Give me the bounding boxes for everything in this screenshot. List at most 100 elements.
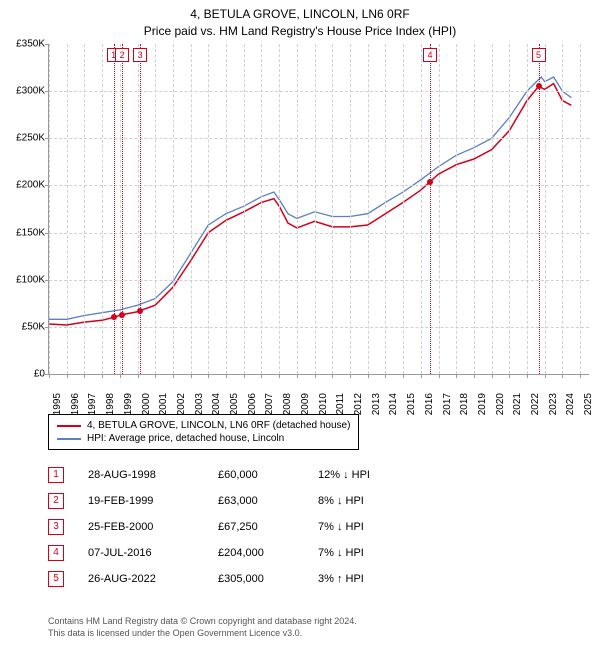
transaction-date: 26-AUG-2022 xyxy=(88,573,218,585)
x-tick-label: 2020 xyxy=(495,393,506,415)
transaction-row: 219-FEB-1999£63,0008% ↓ HPI xyxy=(48,488,418,514)
grid-line-v xyxy=(527,44,528,374)
x-tick-mark xyxy=(527,374,528,378)
legend: 4, BETULA GROVE, LINCOLN, LN6 0RF (detac… xyxy=(48,414,359,450)
transaction-row: 407-JUL-2016£204,0007% ↓ HPI xyxy=(48,540,418,566)
grid-line-v xyxy=(279,44,280,374)
x-tick-label: 2016 xyxy=(424,393,435,415)
transaction-number-box: 4 xyxy=(48,545,64,561)
x-tick-mark xyxy=(562,374,563,378)
title-line2: Price paid vs. HM Land Registry's House … xyxy=(0,23,600,40)
grid-line-h xyxy=(49,233,589,234)
y-tick-label: £300K xyxy=(5,86,45,97)
x-tick-mark xyxy=(279,374,280,378)
transaction-date: 28-AUG-1998 xyxy=(88,469,218,481)
x-tick-label: 2011 xyxy=(335,393,346,415)
x-tick-mark xyxy=(456,374,457,378)
x-tick-label: 2024 xyxy=(565,393,576,415)
grid-line-v xyxy=(315,44,316,374)
marker-number-box: 4 xyxy=(423,48,437,62)
x-tick-mark xyxy=(509,374,510,378)
grid-line-v xyxy=(120,44,121,374)
grid-line-v xyxy=(49,44,50,374)
grid-line-v xyxy=(261,44,262,374)
transaction-number-box: 3 xyxy=(48,519,64,535)
legend-label: HPI: Average price, detached house, Linc… xyxy=(87,433,284,444)
x-tick-label: 2007 xyxy=(264,393,275,415)
grid-line-v xyxy=(208,44,209,374)
y-tick-label: £0 xyxy=(5,369,45,380)
grid-line-v xyxy=(173,44,174,374)
chart-area: £0£50K£100K£150K£200K£250K£300K£350K1995… xyxy=(48,44,589,375)
x-tick-label: 2018 xyxy=(459,393,470,415)
marker-dot xyxy=(137,308,143,314)
x-tick-label: 2022 xyxy=(530,393,541,415)
transaction-number-box: 1 xyxy=(48,467,64,483)
grid-line-v xyxy=(403,44,404,374)
transaction-number-box: 2 xyxy=(48,493,64,509)
footer: Contains HM Land Registry data © Crown c… xyxy=(48,615,357,640)
transaction-price: £63,000 xyxy=(218,495,318,507)
x-tick-label: 2000 xyxy=(141,393,152,415)
x-tick-label: 2017 xyxy=(442,393,453,415)
grid-line-v xyxy=(191,44,192,374)
grid-line-v xyxy=(368,44,369,374)
x-tick-label: 2023 xyxy=(548,393,559,415)
x-tick-mark xyxy=(120,374,121,378)
transaction-date: 07-JUL-2016 xyxy=(88,547,218,559)
x-tick-label: 2013 xyxy=(371,393,382,415)
x-tick-label: 2001 xyxy=(158,393,169,415)
x-tick-label: 2003 xyxy=(194,393,205,415)
marker-line xyxy=(430,44,431,374)
grid-line-v xyxy=(138,44,139,374)
y-tick-label: £350K xyxy=(5,39,45,50)
x-tick-label: 1999 xyxy=(123,393,134,415)
grid-line-v xyxy=(244,44,245,374)
x-tick-mark xyxy=(545,374,546,378)
x-tick-mark xyxy=(297,374,298,378)
marker-line xyxy=(114,44,115,374)
grid-line-v xyxy=(456,44,457,374)
x-tick-mark xyxy=(208,374,209,378)
grid-line-v xyxy=(509,44,510,374)
x-tick-mark xyxy=(421,374,422,378)
transaction-number-box: 5 xyxy=(48,571,64,587)
x-tick-mark xyxy=(368,374,369,378)
marker-number-box: 3 xyxy=(133,48,147,62)
transaction-diff: 7% ↓ HPI xyxy=(318,521,418,533)
x-tick-label: 2004 xyxy=(211,393,222,415)
y-tick-label: £250K xyxy=(5,133,45,144)
x-tick-label: 2009 xyxy=(300,393,311,415)
legend-row: 4, BETULA GROVE, LINCOLN, LN6 0RF (detac… xyxy=(57,419,350,432)
x-tick-mark xyxy=(49,374,50,378)
x-tick-mark xyxy=(261,374,262,378)
y-tick-label: £150K xyxy=(5,227,45,238)
grid-line-v xyxy=(545,44,546,374)
x-tick-label: 1997 xyxy=(87,393,98,415)
x-tick-mark xyxy=(385,374,386,378)
x-tick-label: 2021 xyxy=(512,393,523,415)
legend-label: 4, BETULA GROVE, LINCOLN, LN6 0RF (detac… xyxy=(87,420,350,431)
x-tick-label: 2015 xyxy=(406,393,417,415)
x-tick-mark xyxy=(332,374,333,378)
marker-dot xyxy=(536,83,542,89)
x-tick-label: 2006 xyxy=(247,393,258,415)
chart-container: 4, BETULA GROVE, LINCOLN, LN6 0RF Price … xyxy=(0,0,600,650)
x-tick-mark xyxy=(84,374,85,378)
x-tick-label: 2002 xyxy=(176,393,187,415)
grid-line-v xyxy=(226,44,227,374)
grid-line-h xyxy=(49,280,589,281)
x-tick-label: 2012 xyxy=(353,393,364,415)
grid-line-v xyxy=(297,44,298,374)
title-block: 4, BETULA GROVE, LINCOLN, LN6 0RF Price … xyxy=(0,0,600,40)
marker-dot xyxy=(119,312,125,318)
grid-line-v xyxy=(474,44,475,374)
x-tick-mark xyxy=(102,374,103,378)
legend-row: HPI: Average price, detached house, Linc… xyxy=(57,432,350,445)
transaction-date: 19-FEB-1999 xyxy=(88,495,218,507)
x-tick-mark xyxy=(403,374,404,378)
grid-line-v xyxy=(580,44,581,374)
x-tick-mark xyxy=(315,374,316,378)
transaction-price: £67,250 xyxy=(218,521,318,533)
transaction-diff: 12% ↓ HPI xyxy=(318,469,418,481)
